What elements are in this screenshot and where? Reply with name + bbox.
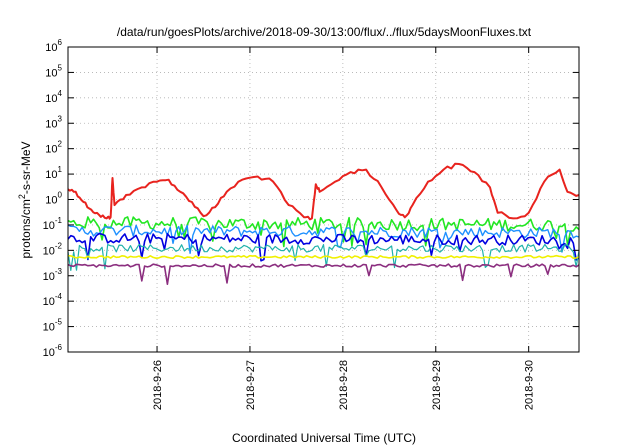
- x-tick-label: 2018-9-29: [431, 360, 443, 410]
- y-tick-label: 10-5: [43, 318, 63, 334]
- y-tick-label: 106: [45, 38, 62, 54]
- series-line-1: [67, 162, 580, 221]
- y-tick-label: 105: [45, 63, 62, 79]
- series-line-5: [67, 243, 580, 271]
- y-tick-label: 10-6: [43, 343, 63, 359]
- y-tick-label: 10-2: [43, 241, 63, 257]
- x-tick-label: 2018-9-28: [338, 360, 350, 410]
- y-tick-label: 10-4: [43, 292, 63, 308]
- y-tick-label: 104: [45, 89, 62, 105]
- ticks: [68, 46, 579, 353]
- x-tick-labels: 2018-9-26 2018-9-27 2018-9-28 2018-9-29 2018…: [152, 360, 536, 410]
- series-line-3: [67, 224, 580, 254]
- y-tick-label: 10-1: [43, 216, 63, 232]
- y-axis-label-pre: protons/cm: [19, 199, 33, 258]
- y-tick-label: 101: [45, 165, 62, 181]
- y-tick-label: 10-3: [43, 267, 63, 283]
- series-line-7: [67, 263, 580, 285]
- chart-title: /data/run/goesPlots/archive/2018-09-30/1…: [117, 25, 532, 39]
- series-line-4: [67, 232, 580, 262]
- series-group: [67, 162, 580, 285]
- grid: [68, 47, 579, 352]
- y-axis-label-sup: 2: [17, 194, 27, 199]
- x-tick-label: 2018-9-27: [245, 360, 257, 410]
- series-line-6: [67, 254, 580, 259]
- y-tick-label: 103: [45, 114, 62, 130]
- y-tick-label: 100: [45, 191, 62, 207]
- y-tick-label: 102: [45, 140, 62, 156]
- y-axis-label: protons/cm2-s-sr-MeV: [17, 141, 33, 258]
- x-tick-label: 2018-9-26: [152, 360, 164, 410]
- x-axis-label: Coordinated Universal Time (UTC): [232, 431, 416, 445]
- y-axis-label-post: -s-sr-MeV: [19, 141, 33, 194]
- x-tick-label: 2018-9-30: [524, 360, 536, 410]
- y-tick-labels: 106 105 104 103 102 101 100 10-1 10-2 10-3 10-4 10-…: [43, 38, 63, 359]
